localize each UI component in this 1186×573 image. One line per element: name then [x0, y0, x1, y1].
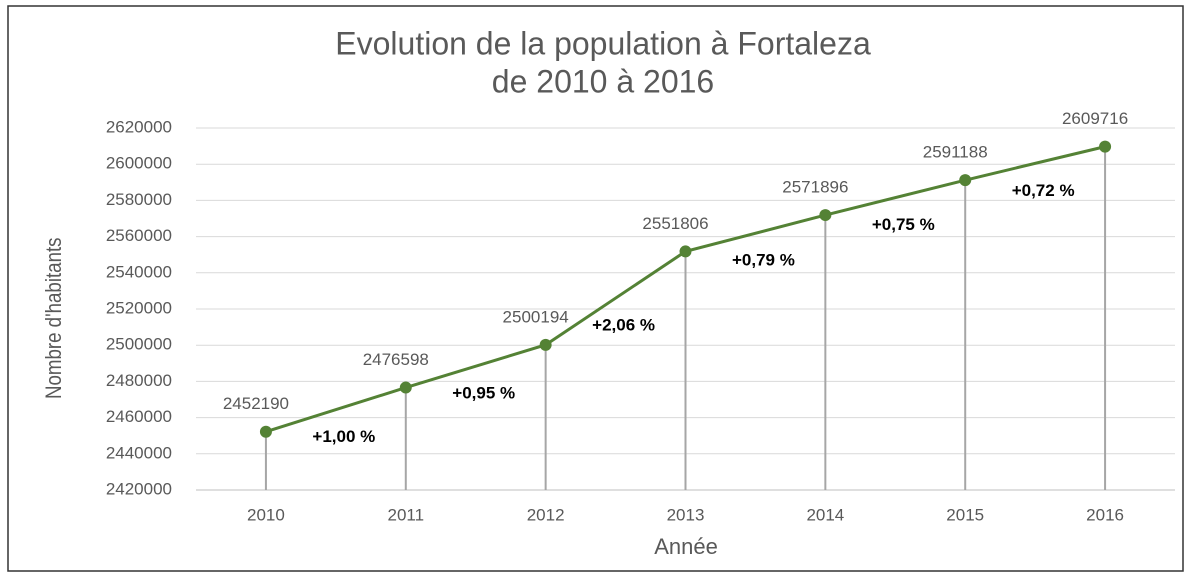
y-tick-label: 2580000 [106, 190, 172, 209]
x-tick-label: 2012 [527, 505, 565, 524]
x-tick-label: 2013 [667, 505, 705, 524]
data-point [959, 174, 972, 187]
data-label: 2500194 [503, 307, 569, 326]
data-label: 2452190 [223, 394, 289, 413]
y-tick-label: 2480000 [106, 371, 172, 390]
data-point [539, 338, 552, 351]
annotation: +1,00 % [312, 427, 375, 446]
x-tick-label: 2011 [388, 505, 425, 524]
data-point [679, 245, 692, 258]
annotation: +0,72 % [1012, 181, 1075, 200]
data-label: 2571896 [782, 178, 848, 197]
x-tick-label: 2010 [247, 505, 285, 524]
y-axis-title: Nombre d'habitants [42, 237, 66, 399]
x-tick-label: 2015 [946, 505, 984, 524]
annotation: +2,06 % [592, 316, 655, 335]
data-label: 2476598 [363, 350, 429, 369]
data-point [1099, 140, 1112, 153]
y-tick-label: 2500000 [106, 335, 172, 354]
annotation: +0,79 % [732, 251, 795, 270]
x-axis-title: Année [654, 534, 718, 559]
data-point [259, 425, 272, 438]
chart-title: Evolution de la population à Fortaleza [335, 25, 871, 61]
y-tick-label: 2540000 [106, 262, 172, 281]
chart-title: de 2010 à 2016 [492, 63, 714, 99]
data-point [819, 209, 832, 222]
annotation: +0,95 % [452, 384, 515, 403]
data-label: 2591188 [923, 143, 988, 162]
chart-frame [7, 5, 1184, 572]
y-tick-label: 2600000 [106, 154, 172, 173]
data-point [399, 381, 412, 394]
y-tick-label: 2460000 [106, 407, 172, 426]
y-tick-label: 2440000 [106, 443, 172, 462]
y-tick-label: 2560000 [106, 226, 172, 245]
annotation: +0,75 % [872, 215, 935, 234]
y-tick-label: 2520000 [106, 298, 172, 317]
y-tick-label: 2620000 [106, 117, 172, 136]
data-label: 2609716 [1062, 109, 1128, 128]
data-label: 2551806 [642, 214, 708, 233]
x-tick-label: 2016 [1086, 505, 1124, 524]
x-tick-label: 2014 [806, 505, 844, 524]
y-tick-label: 2420000 [106, 479, 172, 498]
